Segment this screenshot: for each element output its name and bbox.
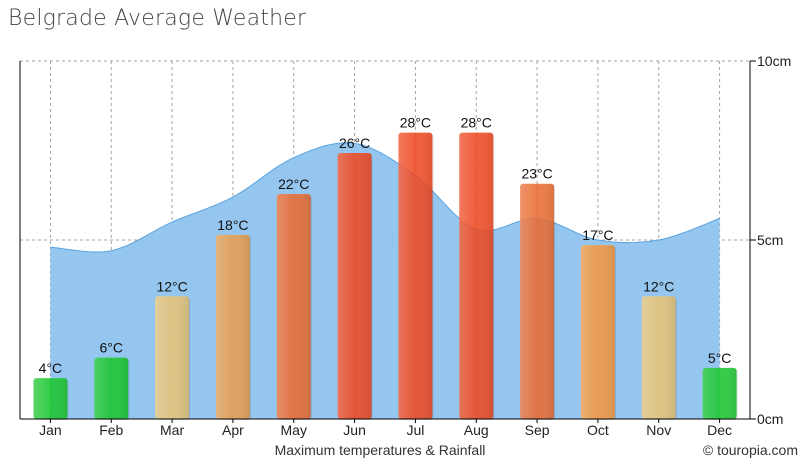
x-tick-label: Sep xyxy=(525,422,550,438)
temperature-bar-highlight xyxy=(520,183,555,419)
x-tick-label: Nov xyxy=(646,422,671,438)
temperature-bar-highlight xyxy=(155,296,190,419)
x-tick-label: Dec xyxy=(707,422,732,438)
y2-tick-label: 0cm xyxy=(757,411,783,427)
rainfall-area xyxy=(50,142,720,419)
temperature-bar-highlight xyxy=(94,357,129,419)
temperature-data-label: 17°C xyxy=(582,227,613,243)
temperature-data-label: 4°C xyxy=(39,360,63,376)
temperature-bars: 4°C 6°C 12°C 18°C 22°C 26°C 28°C 28°C 23°C 17°C 12… xyxy=(33,115,738,421)
axes: Jan Feb Mar Apr May Jun Jul Aug Sep Oct Nov Dec 0cm 5… xyxy=(19,53,791,438)
chart-caption: Maximum temperatures & Rainfall xyxy=(274,442,486,458)
x-tick-label: Jun xyxy=(343,422,366,438)
credit: © touropia.com xyxy=(703,442,798,458)
temperature-bar-highlight xyxy=(215,234,250,419)
temperature-bar-highlight xyxy=(459,132,494,419)
temperature-data-label: 6°C xyxy=(100,340,124,356)
rainfall-line xyxy=(50,142,720,253)
x-tick-label: Aug xyxy=(464,422,489,438)
temperature-data-label: 12°C xyxy=(156,278,187,294)
temperature-data-label: 5°C xyxy=(708,350,732,366)
temperature-bar-highlight xyxy=(276,193,311,419)
x-tick-label: Jul xyxy=(406,422,424,438)
temperature-data-label: 12°C xyxy=(643,278,674,294)
temperature-data-label: 23°C xyxy=(521,166,552,182)
x-tick-label: Feb xyxy=(99,422,123,438)
temperature-bar-highlight xyxy=(580,245,615,419)
temperature-bar-highlight xyxy=(33,378,68,419)
y2-tick-label: 10cm xyxy=(757,53,791,69)
temperature-data-label: 18°C xyxy=(217,217,248,233)
temperature-bar-highlight xyxy=(641,296,676,419)
x-tick-label: Apr xyxy=(222,422,244,438)
x-tick-label: Mar xyxy=(160,422,184,438)
temperature-bar-highlight xyxy=(702,367,737,419)
temperature-bar-highlight xyxy=(398,132,433,419)
y2-tick-label: 5cm xyxy=(757,232,783,248)
temperature-data-label: 22°C xyxy=(278,176,309,192)
rainfall-area-series xyxy=(50,142,720,419)
x-tick-label: Jan xyxy=(39,422,62,438)
temperature-data-label: 28°C xyxy=(461,115,492,131)
chart-title: Belgrade Average Weather xyxy=(8,6,307,31)
temperature-data-label: 28°C xyxy=(400,115,431,131)
x-tick-label: Oct xyxy=(587,422,609,438)
temperature-bar-highlight xyxy=(337,153,372,420)
credit-text: touropia.com xyxy=(717,442,798,458)
copyright-icon: © xyxy=(702,442,714,458)
x-tick-label: May xyxy=(281,422,307,438)
temperature-data-label: 26°C xyxy=(339,135,370,151)
